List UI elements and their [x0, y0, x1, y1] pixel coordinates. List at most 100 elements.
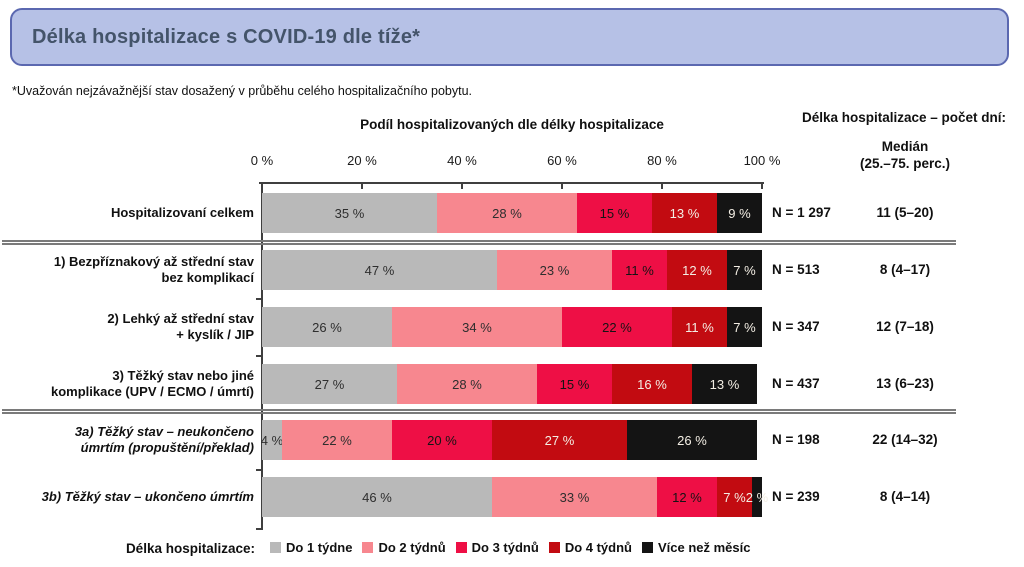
median-header-line1: Medián: [881, 139, 929, 154]
y-axis-tick-mark: [256, 528, 261, 530]
y-axis-tick-mark: [256, 355, 261, 357]
n-value: N = 198: [772, 432, 820, 447]
row-label: 3a) Těžký stav – neukončeno úmrtím (propu…: [0, 420, 254, 460]
x-axis-tick-label: 60 %: [547, 153, 577, 168]
legend-swatch: [455, 542, 467, 553]
bar-segment: 35 %: [262, 193, 437, 233]
x-axis-tick-label: 20 %: [347, 153, 377, 168]
bar-segment-label: 4 %: [260, 432, 284, 448]
n-value: N = 437: [772, 376, 820, 391]
bar-segment: 11 %: [672, 307, 727, 347]
bar-segment: 28 %: [397, 364, 537, 404]
bar-segment-label: 35 %: [334, 205, 365, 221]
bar-segment: 22 %: [562, 307, 672, 347]
bar-segment-label: 34 %: [462, 319, 492, 335]
stacked-bar: 26 % 34 % 22 % 11 % 7 %: [262, 307, 762, 347]
row-label: 3b) Těžký stav – ukončeno úmrtím: [0, 477, 254, 517]
separator-line: [2, 409, 956, 411]
separator-line: [2, 240, 956, 242]
bar-segment: 16 %: [612, 364, 692, 404]
legend: Do 1 týdne Do 2 týdnů Do 3 týdnů Do 4 týdnů…: [270, 540, 750, 555]
y-axis-line: [261, 182, 263, 530]
legend-item: Do 1 týdne: [270, 540, 352, 555]
x-axis-tick-mark: [561, 184, 563, 189]
bar-segment: 34 %: [392, 307, 562, 347]
legend-item: Do 3 týdnů: [455, 540, 539, 555]
bar-segment-label: 7 %: [733, 319, 756, 335]
x-axis-line: [259, 182, 764, 184]
bar-segment-label: 7 %: [723, 489, 746, 505]
bar-segment-label: 7 %: [733, 262, 756, 278]
page-title-banner: Délka hospitalizace s COVID-19 dle tíže*: [10, 8, 1009, 66]
median-value: 13 (6–23): [876, 376, 934, 391]
row-label: 2) Lehký až střední stav + kyslík / JIP: [0, 307, 254, 347]
bar-segment: 2 %: [746, 477, 768, 517]
stacked-bar: 47 % 23 % 11 % 12 % 7 %: [262, 250, 762, 290]
bar-segment-label: 46 %: [362, 489, 392, 505]
bar-segment: 9 %: [717, 193, 762, 233]
bar-segment: 27 %: [492, 420, 627, 460]
bar-segment-label: 23 %: [539, 262, 570, 278]
bar-segment: 20 %: [392, 420, 492, 460]
n-value: N = 239: [772, 489, 820, 504]
legend-swatch: [270, 542, 281, 553]
bar-segment: 11 %: [612, 250, 667, 290]
legend-title: Délka hospitalizace:: [125, 541, 255, 556]
bar-segment-label: 28 %: [492, 205, 522, 221]
legend-label: Více než měsíc: [657, 540, 751, 555]
bar-segment: 26 %: [627, 420, 757, 460]
bar-segment: 7 %: [727, 250, 762, 290]
bar-segment-label: 15 %: [559, 376, 590, 392]
legend-item: Do 2 týdnů: [362, 540, 446, 555]
bar-segment-label: 13 %: [669, 205, 700, 221]
bar-segment: 26 %: [262, 307, 392, 347]
row-label-line: 3a) Těžký stav – neukončeno: [74, 423, 254, 439]
median-value: 12 (7–18): [876, 319, 934, 334]
bar-segment: 47 %: [262, 250, 497, 290]
bar-segment-label: 12 %: [672, 489, 702, 505]
n-value: N = 1 297: [772, 205, 831, 220]
bar-segment-label: 27 %: [314, 376, 345, 392]
stacked-bar: 35 % 28 % 15 % 13 % 9 %: [262, 193, 762, 233]
bar-segment-label: 13 %: [709, 376, 740, 392]
bar-segment: 12 %: [657, 477, 717, 517]
x-axis-tick-mark: [461, 184, 463, 189]
row-label-line: 3) Těžký stav nebo jiné: [112, 367, 254, 383]
bar-segment: 13 %: [692, 364, 757, 404]
median-header-line2: (25.–75. perc.): [859, 156, 951, 171]
bar-segment-label: 26 %: [677, 432, 707, 448]
bar-segment-label: 20 %: [427, 432, 457, 448]
bar-segment: 46 %: [262, 477, 492, 517]
bar-segment-label: 15 %: [599, 205, 630, 221]
x-axis-tick-mark: [361, 184, 363, 189]
bar-segment: 12 %: [667, 250, 727, 290]
page-title: Délka hospitalizace s COVID-19 dle tíže*: [32, 25, 421, 48]
row-label-line: 1) Bezpříznakový až střední stav: [53, 253, 254, 269]
right-columns-header: Délka hospitalizace – počet dní:: [801, 110, 1007, 125]
bar-segment-label: 26 %: [312, 319, 342, 335]
row-label: 3) Těžký stav nebo jiné komplikace (UPV /…: [0, 364, 254, 404]
legend-swatch: [641, 542, 653, 553]
legend-item: Více než měsíc: [641, 540, 751, 555]
legend-label: Do 1 týdne: [286, 540, 353, 555]
stacked-bar: 46 % 33 % 12 % 7 % 2 %: [262, 477, 768, 517]
legend-item: Do 4 týdnů: [548, 540, 632, 555]
bar-segment: 15 %: [537, 364, 612, 404]
row-label: Hospitalizovaní celkem: [0, 193, 254, 233]
median-value: 8 (4–17): [879, 262, 931, 277]
row-label-line: + kyslík / JIP: [176, 327, 254, 342]
bar-segment: 15 %: [577, 193, 652, 233]
bar-segment: 22 %: [282, 420, 392, 460]
bar-segment-label: 33 %: [559, 489, 590, 505]
bar-segment-label: 16 %: [637, 376, 667, 392]
bar-segment-label: 47 %: [364, 262, 395, 278]
x-axis-tick-mark: [661, 184, 663, 189]
bar-segment: 4 %: [260, 420, 284, 460]
bar-segment-label: 28 %: [452, 376, 482, 392]
bar-segment: 7 %: [727, 307, 762, 347]
stacked-bar: 4 % 22 % 20 % 27 % 26 %: [260, 420, 762, 460]
x-axis-tick-label: 40 %: [447, 153, 477, 168]
x-axis-tick-label: 80 %: [647, 153, 677, 168]
bar-segment: 7 %: [717, 477, 752, 517]
